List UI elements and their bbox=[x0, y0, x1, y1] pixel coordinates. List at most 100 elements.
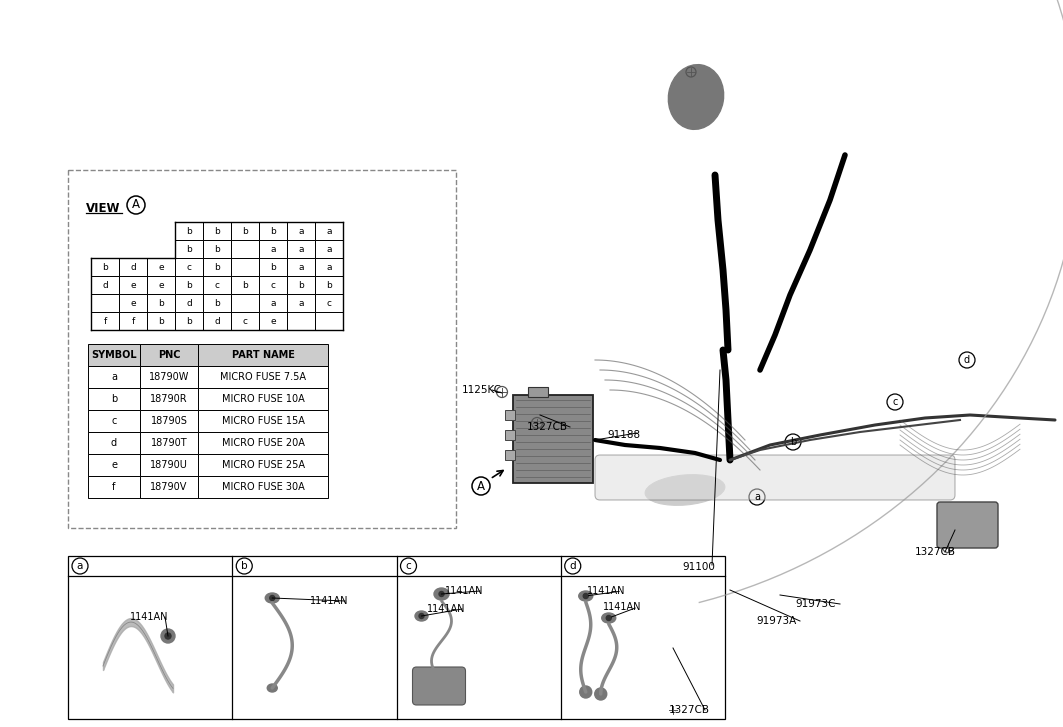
Bar bbox=[203, 276, 231, 294]
Bar bbox=[175, 258, 203, 276]
Text: 91973A: 91973A bbox=[756, 616, 796, 626]
Text: a: a bbox=[299, 262, 304, 271]
Bar bbox=[68, 170, 456, 528]
Text: MICRO FUSE 20A: MICRO FUSE 20A bbox=[221, 438, 304, 448]
Bar bbox=[287, 312, 315, 330]
Bar bbox=[505, 410, 514, 420]
Circle shape bbox=[584, 593, 588, 598]
Text: e: e bbox=[158, 281, 164, 289]
Bar bbox=[203, 294, 231, 312]
Circle shape bbox=[606, 616, 611, 621]
Text: b: b bbox=[214, 299, 220, 308]
Bar bbox=[88, 366, 140, 388]
Bar bbox=[147, 258, 175, 276]
Bar bbox=[119, 312, 147, 330]
Text: a: a bbox=[326, 227, 332, 236]
FancyBboxPatch shape bbox=[937, 502, 998, 548]
Bar bbox=[175, 222, 203, 240]
Text: 18790R: 18790R bbox=[150, 394, 188, 404]
Bar bbox=[315, 294, 343, 312]
Text: MICRO FUSE 15A: MICRO FUSE 15A bbox=[221, 416, 304, 426]
Bar bbox=[88, 432, 140, 454]
Text: 18790U: 18790U bbox=[150, 460, 188, 470]
Bar bbox=[231, 222, 259, 240]
Text: e: e bbox=[158, 262, 164, 271]
Bar bbox=[315, 312, 343, 330]
Bar bbox=[88, 344, 140, 366]
Bar bbox=[315, 222, 343, 240]
Bar bbox=[140, 454, 198, 476]
Text: 1141AN: 1141AN bbox=[445, 586, 484, 596]
Text: a: a bbox=[299, 244, 304, 254]
Bar bbox=[259, 258, 287, 276]
Bar bbox=[140, 366, 198, 388]
Text: b: b bbox=[242, 281, 248, 289]
Text: d: d bbox=[186, 299, 192, 308]
Text: e: e bbox=[270, 316, 275, 326]
Circle shape bbox=[595, 688, 607, 700]
Text: A: A bbox=[477, 480, 485, 492]
Ellipse shape bbox=[669, 65, 724, 129]
Bar bbox=[505, 430, 514, 440]
Bar bbox=[198, 388, 328, 410]
Bar bbox=[91, 258, 119, 276]
Bar bbox=[175, 240, 203, 258]
Text: d: d bbox=[570, 561, 576, 571]
Text: 1141AN: 1141AN bbox=[130, 612, 169, 622]
Text: 1327CB: 1327CB bbox=[915, 547, 956, 557]
Text: A: A bbox=[132, 198, 140, 212]
Text: c: c bbox=[215, 281, 219, 289]
Text: MICRO FUSE 25A: MICRO FUSE 25A bbox=[221, 460, 304, 470]
Text: e: e bbox=[111, 460, 117, 470]
Text: d: d bbox=[214, 316, 220, 326]
Bar bbox=[198, 344, 328, 366]
Bar bbox=[147, 312, 175, 330]
Ellipse shape bbox=[266, 593, 280, 603]
Bar bbox=[140, 476, 198, 498]
Text: d: d bbox=[130, 262, 136, 271]
Text: c: c bbox=[406, 561, 411, 571]
Bar bbox=[259, 240, 287, 258]
Text: a: a bbox=[270, 299, 275, 308]
Text: c: c bbox=[186, 262, 191, 271]
Ellipse shape bbox=[645, 475, 725, 505]
Bar bbox=[203, 240, 231, 258]
Bar bbox=[231, 312, 259, 330]
Bar bbox=[259, 222, 287, 240]
Bar bbox=[259, 294, 287, 312]
Text: 1141AN: 1141AN bbox=[427, 604, 466, 614]
Text: c: c bbox=[892, 397, 897, 407]
Text: MICRO FUSE 30A: MICRO FUSE 30A bbox=[221, 482, 304, 492]
Bar bbox=[315, 276, 343, 294]
Text: PNC: PNC bbox=[157, 350, 181, 360]
Bar bbox=[315, 258, 343, 276]
Text: b: b bbox=[790, 437, 796, 447]
Text: b: b bbox=[270, 262, 276, 271]
Bar bbox=[88, 476, 140, 498]
Bar bbox=[147, 276, 175, 294]
Text: 1141AN: 1141AN bbox=[603, 602, 641, 612]
Text: a: a bbox=[326, 262, 332, 271]
Bar bbox=[203, 312, 231, 330]
Bar bbox=[259, 276, 287, 294]
Text: b: b bbox=[214, 244, 220, 254]
Text: MICRO FUSE 10A: MICRO FUSE 10A bbox=[221, 394, 304, 404]
Bar bbox=[528, 387, 549, 397]
Text: MICRO FUSE 7.5A: MICRO FUSE 7.5A bbox=[220, 372, 306, 382]
Text: b: b bbox=[158, 316, 164, 326]
Circle shape bbox=[439, 592, 444, 596]
Bar bbox=[198, 476, 328, 498]
Text: 1141AN: 1141AN bbox=[310, 596, 349, 606]
Text: f: f bbox=[132, 316, 135, 326]
Bar bbox=[147, 294, 175, 312]
Ellipse shape bbox=[602, 613, 615, 623]
Text: d: d bbox=[964, 355, 971, 365]
Bar bbox=[198, 366, 328, 388]
Bar bbox=[140, 432, 198, 454]
Ellipse shape bbox=[267, 684, 277, 692]
Bar bbox=[198, 410, 328, 432]
Text: 1327CB: 1327CB bbox=[669, 705, 710, 715]
Text: VIEW: VIEW bbox=[86, 202, 120, 215]
Bar bbox=[231, 258, 259, 276]
Text: b: b bbox=[214, 262, 220, 271]
